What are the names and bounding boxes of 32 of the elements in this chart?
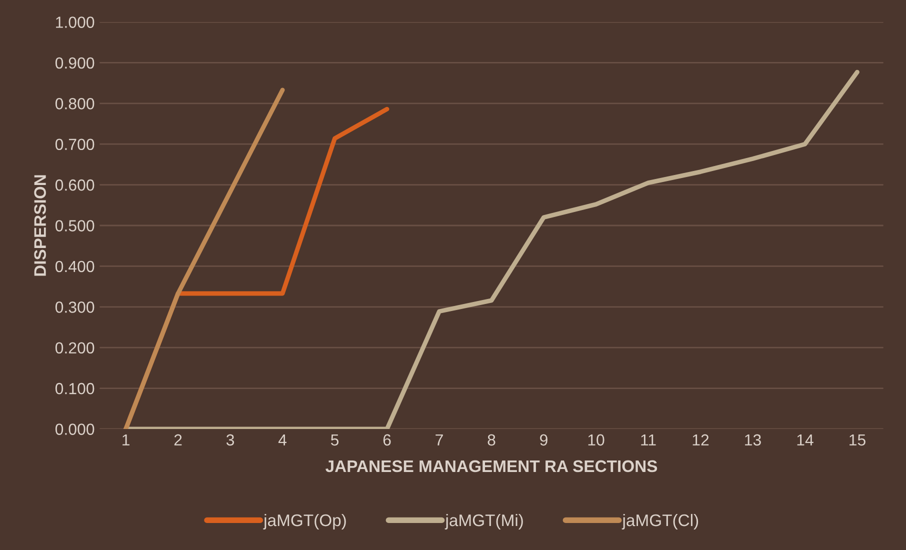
x-tick-label: 6 — [383, 434, 391, 446]
x-tick-label: 13 — [745, 434, 761, 446]
x-tick-label: 8 — [488, 434, 496, 446]
y-tick-label: 0.500 — [55, 220, 94, 232]
x-tick-label: 9 — [540, 434, 548, 446]
y-tick-label: 0.300 — [55, 302, 94, 313]
x-tick-label: 5 — [330, 434, 339, 446]
x-tick-label: 10 — [588, 434, 604, 446]
x-tick-label: 4 — [278, 434, 286, 446]
y-axis-title: DISPERSION — [34, 175, 46, 276]
legend-label: jaMGT(Mi) — [444, 514, 523, 530]
y-tick-label: 0.600 — [55, 179, 94, 191]
legend-label: jaMGT(Cl) — [622, 514, 698, 530]
x-tick-label: 14 — [797, 434, 814, 446]
x-tick-label: 2 — [174, 434, 182, 446]
x-tick-label: 7 — [436, 434, 443, 446]
y-tick-label: 0.000 — [55, 424, 94, 435]
line-series — [124, 88, 285, 429]
x-tick-label: 11 — [641, 434, 656, 446]
y-tick-label: 1.000 — [56, 16, 94, 28]
y-tick-label: 0.700 — [55, 138, 94, 150]
y-tick-label: 0.400 — [55, 260, 94, 272]
y-tick-label: 0.100 — [55, 382, 94, 394]
legend-label: jaMGT(Op) — [263, 514, 346, 530]
y-tick-label: 0.800 — [55, 98, 94, 110]
x-axis-title: JAPANESE MANAGEMENT RA SECTIONS — [326, 460, 658, 472]
x-tick-label: 15 — [850, 434, 866, 446]
x-tick-label: 1 — [122, 434, 130, 446]
y-tick-label: 0.900 — [55, 57, 94, 69]
x-tick-label: 12 — [692, 434, 709, 446]
x-tick-label: 3 — [226, 434, 234, 446]
y-tick-label: 0.200 — [55, 342, 94, 354]
